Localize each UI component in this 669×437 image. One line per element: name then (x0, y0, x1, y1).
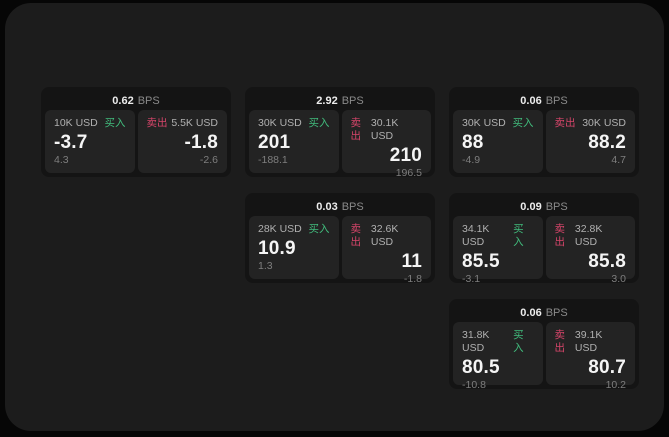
buy-label: 买入 (512, 117, 534, 129)
sell-label: 卖出 (554, 329, 566, 354)
main-panel: 0.62 BPS 10K USD 买入 -3.7 4.3 卖出 5.5K USD (5, 3, 664, 431)
sell-change: -2.6 (199, 154, 218, 166)
spread-unit-label: BPS (341, 94, 364, 107)
sell-pane[interactable]: 卖出 32.8K USD 85.8 3.0 (545, 216, 635, 285)
buy-label: 买入 (308, 223, 330, 235)
buy-change: -3.1 (462, 273, 481, 285)
sell-change: -1.8 (403, 273, 422, 285)
buy-price: 85.5 (462, 251, 500, 272)
buy-pane[interactable]: 30K USD 买入 201 -188.1 (249, 110, 339, 173)
sell-change: 196.5 (395, 167, 422, 179)
spread-header: 0.62 BPS (45, 91, 227, 110)
sell-price: 11 (401, 251, 422, 272)
buy-price: 80.5 (462, 357, 500, 378)
sell-amount: 5.5K USD (171, 117, 218, 129)
sell-amount: 30K USD (582, 117, 626, 129)
sell-price: 80.7 (588, 357, 626, 378)
buy-label: 买入 (104, 117, 126, 129)
spread-header: 0.06 BPS (453, 91, 635, 110)
sell-amount: 30.1K USD (370, 117, 399, 142)
spread-value: 2.92 (316, 94, 338, 107)
sell-change: 4.7 (611, 154, 626, 166)
buy-change: -10.8 (462, 379, 486, 391)
buy-amount: 28K USD (258, 223, 302, 235)
buy-amount: 10K USD (54, 117, 98, 129)
sell-price: 85.8 (588, 251, 626, 272)
buy-pane[interactable]: 34.1K USD 买入 85.5 -3.1 (453, 216, 543, 285)
sell-label: 卖出 (146, 117, 168, 129)
sell-amount: 39.1K USD (574, 329, 603, 354)
buy-price: -3.7 (54, 132, 88, 153)
buy-change: -188.1 (258, 154, 288, 166)
buy-amount: 30K USD (462, 117, 506, 129)
sell-label: 卖出 (350, 223, 362, 248)
sell-price: -1.8 (184, 132, 218, 153)
sell-label: 卖出 (554, 223, 566, 248)
quote-card-6: 0.06 BPS 31.8K USD 买入 80.5 -10.8 卖出 39.1… (449, 299, 639, 391)
spread-value: 0.09 (520, 200, 542, 213)
spread-value: 0.06 (520, 94, 542, 107)
buy-pane[interactable]: 10K USD 买入 -3.7 4.3 (45, 110, 135, 173)
spread-value: 0.03 (316, 200, 338, 213)
spread-header: 0.06 BPS (453, 303, 635, 322)
sell-label: 卖出 (554, 117, 576, 129)
quote-card-3: 0.06 BPS 30K USD 买入 88 -4.9 卖出 30K USD (449, 87, 639, 177)
buy-price: 88 (462, 132, 484, 153)
quote-body: 30K USD 买入 88 -4.9 卖出 30K USD 88.2 4.7 (453, 110, 635, 173)
buy-amount: 30K USD (258, 117, 302, 129)
quote-body: 34.1K USD 买入 85.5 -3.1 卖出 32.8K USD 85.8… (453, 216, 635, 285)
spread-header: 2.92 BPS (249, 91, 431, 110)
buy-change: -4.9 (462, 154, 481, 166)
quote-card-2: 2.92 BPS 30K USD 买入 201 -188.1 卖出 30.1K … (245, 87, 435, 179)
sell-price: 210 (389, 145, 422, 166)
buy-amount: 31.8K USD (462, 329, 490, 354)
quote-card-1: 0.62 BPS 10K USD 买入 -3.7 4.3 卖出 5.5K USD (41, 87, 231, 177)
buy-change: 1.3 (258, 260, 273, 272)
quote-body: 30K USD 买入 201 -188.1 卖出 30.1K USD 210 1… (249, 110, 431, 179)
sell-change: 3.0 (611, 273, 626, 285)
spread-unit-label: BPS (545, 200, 568, 213)
sell-pane[interactable]: 卖出 30.1K USD 210 196.5 (341, 110, 431, 179)
spread-header: 0.09 BPS (453, 197, 635, 216)
spread-unit-label: BPS (545, 306, 568, 319)
spread-value: 0.06 (520, 306, 542, 319)
buy-label: 买入 (513, 329, 524, 354)
spread-header: 0.03 BPS (249, 197, 431, 216)
quote-body: 10K USD 买入 -3.7 4.3 卖出 5.5K USD -1.8 -2.… (45, 110, 227, 173)
buy-price: 201 (258, 132, 291, 153)
buy-change: 4.3 (54, 154, 69, 166)
sell-pane[interactable]: 卖出 30K USD 88.2 4.7 (545, 110, 635, 173)
buy-amount: 34.1K USD (462, 223, 490, 248)
buy-pane[interactable]: 30K USD 买入 88 -4.9 (453, 110, 543, 173)
quote-body: 28K USD 买入 10.9 1.3 卖出 32.6K USD 11 -1.8 (249, 216, 431, 285)
sell-amount: 32.8K USD (574, 223, 603, 248)
buy-pane[interactable]: 28K USD 买入 10.9 1.3 (249, 216, 339, 279)
buy-pane[interactable]: 31.8K USD 买入 80.5 -10.8 (453, 322, 543, 391)
buy-price: 10.9 (258, 238, 296, 259)
sell-pane[interactable]: 卖出 5.5K USD -1.8 -2.6 (137, 110, 227, 173)
buy-label: 买入 (513, 223, 524, 248)
sell-change: 10.2 (605, 379, 626, 391)
spread-unit-label: BPS (545, 94, 568, 107)
spread-value: 0.62 (112, 94, 134, 107)
spread-unit-label: BPS (137, 94, 160, 107)
sell-pane[interactable]: 卖出 32.6K USD 11 -1.8 (341, 216, 431, 285)
sell-label: 卖出 (350, 117, 362, 142)
sell-pane[interactable]: 卖出 39.1K USD 80.7 10.2 (545, 322, 635, 391)
sell-amount: 32.6K USD (370, 223, 399, 248)
quote-card-4: 0.03 BPS 28K USD 买入 10.9 1.3 卖出 32.6K US… (245, 193, 435, 285)
quote-body: 31.8K USD 买入 80.5 -10.8 卖出 39.1K USD 80.… (453, 322, 635, 391)
quote-card-5: 0.09 BPS 34.1K USD 买入 85.5 -3.1 卖出 32.8K… (449, 193, 639, 285)
quote-cards-grid: 0.62 BPS 10K USD 买入 -3.7 4.3 卖出 5.5K USD (41, 87, 639, 391)
spread-unit-label: BPS (341, 200, 364, 213)
buy-label: 买入 (308, 117, 330, 129)
sell-price: 88.2 (588, 132, 626, 153)
